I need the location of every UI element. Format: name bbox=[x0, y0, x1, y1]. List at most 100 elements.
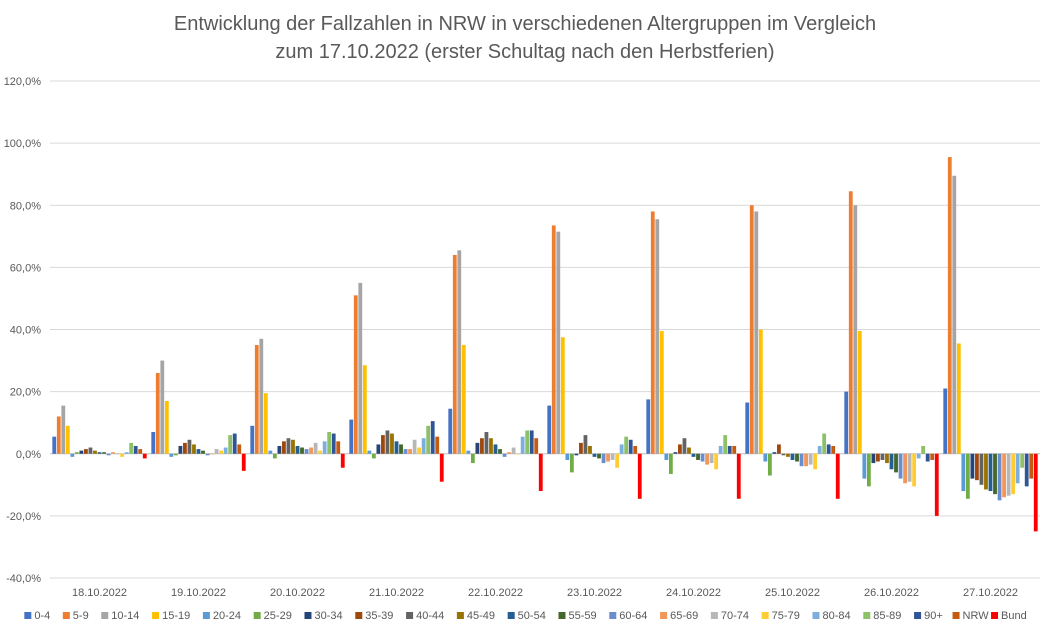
bar bbox=[493, 444, 498, 454]
bar bbox=[430, 421, 435, 454]
legend-item: 20-24 bbox=[202, 610, 241, 622]
bar bbox=[934, 453, 939, 516]
bar bbox=[201, 450, 205, 454]
bar bbox=[903, 453, 907, 484]
bar bbox=[385, 430, 390, 454]
legend-item: 40-44 bbox=[406, 610, 444, 622]
bar bbox=[1006, 453, 1011, 496]
bar bbox=[569, 453, 574, 473]
bar bbox=[538, 453, 543, 492]
bar bbox=[435, 436, 440, 454]
bar bbox=[133, 445, 138, 454]
x-tick-label: 24.10.2022 bbox=[666, 587, 721, 599]
bar bbox=[254, 345, 259, 454]
bar bbox=[93, 450, 97, 454]
legend-label: 90+ bbox=[924, 610, 943, 622]
legend-item: 5-9 bbox=[62, 610, 89, 622]
bar bbox=[894, 453, 898, 473]
legend-swatch bbox=[812, 612, 820, 619]
y-tick-label: 60,0% bbox=[10, 262, 41, 274]
x-tick-label: 23.10.2022 bbox=[567, 587, 622, 599]
bar bbox=[102, 452, 106, 454]
bar bbox=[921, 445, 926, 454]
bar bbox=[1033, 453, 1038, 532]
bar bbox=[232, 433, 237, 454]
bar bbox=[628, 439, 633, 454]
legend-swatch bbox=[991, 612, 999, 619]
bar bbox=[394, 441, 399, 454]
legend-swatch bbox=[456, 612, 464, 619]
legend-label: 20-24 bbox=[213, 610, 241, 622]
bar bbox=[470, 453, 475, 464]
bar bbox=[795, 453, 799, 462]
bar bbox=[718, 445, 723, 454]
bar bbox=[723, 435, 728, 454]
bar bbox=[304, 449, 309, 454]
bar bbox=[272, 453, 277, 459]
bar bbox=[313, 442, 318, 454]
legend-item: 10-14 bbox=[101, 610, 139, 622]
bar bbox=[461, 345, 466, 454]
bar bbox=[930, 453, 935, 460]
legend-item: 25-29 bbox=[253, 610, 292, 622]
bar bbox=[358, 282, 363, 454]
bar bbox=[390, 433, 394, 454]
bar bbox=[633, 445, 638, 454]
bar bbox=[295, 445, 300, 454]
legend-swatch bbox=[609, 612, 617, 619]
bar bbox=[421, 438, 426, 454]
legend-label: 75-79 bbox=[772, 610, 800, 622]
bar bbox=[579, 442, 583, 454]
bar bbox=[826, 444, 831, 454]
bar bbox=[228, 435, 233, 454]
legend-label: 85-89 bbox=[873, 610, 901, 622]
chart-title-line-1: Entwicklung der Fallzahlen in NRW in ver… bbox=[174, 13, 876, 35]
bar bbox=[507, 452, 511, 454]
x-tick-label: 27.10.2022 bbox=[963, 587, 1018, 599]
bar bbox=[678, 444, 682, 454]
bar bbox=[943, 388, 948, 454]
bar bbox=[853, 205, 858, 454]
bar bbox=[889, 453, 894, 470]
bar bbox=[772, 452, 777, 454]
legend-swatch bbox=[253, 612, 261, 619]
bar bbox=[956, 343, 961, 454]
bar bbox=[664, 453, 669, 460]
legend-label: 65-69 bbox=[670, 610, 698, 622]
legend-label: 10-14 bbox=[111, 610, 139, 622]
bar bbox=[511, 447, 516, 454]
legend: 0-4 5-9 10-14 15-19 20-24 25-29 30-34 35-39 40-4… bbox=[24, 610, 1027, 622]
bar bbox=[624, 436, 629, 454]
bar bbox=[291, 439, 295, 454]
bar bbox=[597, 453, 601, 459]
bar bbox=[65, 425, 70, 454]
bar bbox=[619, 444, 624, 454]
legend-swatch bbox=[710, 612, 718, 619]
bar bbox=[169, 453, 174, 457]
bar bbox=[606, 453, 610, 462]
y-axis-tick-labels: -40,0% -20,0% 0,0% 20,0% 40,0% 60,0% 80,0% 100,… bbox=[4, 76, 42, 585]
bar bbox=[835, 453, 840, 499]
bar bbox=[898, 453, 903, 479]
bar bbox=[111, 452, 115, 454]
bar bbox=[196, 449, 201, 454]
bar bbox=[142, 453, 147, 459]
bar bbox=[925, 453, 930, 462]
bar bbox=[709, 453, 714, 464]
bar bbox=[804, 453, 808, 467]
x-tick-label: 18.10.2022 bbox=[72, 587, 127, 599]
bar bbox=[178, 445, 183, 454]
bar bbox=[781, 453, 786, 456]
bar bbox=[484, 432, 489, 454]
bar bbox=[367, 450, 372, 454]
bar bbox=[615, 453, 620, 468]
bar bbox=[160, 360, 165, 454]
legend-label: 70-74 bbox=[721, 610, 749, 622]
bar bbox=[534, 438, 539, 454]
bar bbox=[124, 452, 129, 454]
bar bbox=[1015, 453, 1020, 484]
bar bbox=[502, 453, 507, 457]
